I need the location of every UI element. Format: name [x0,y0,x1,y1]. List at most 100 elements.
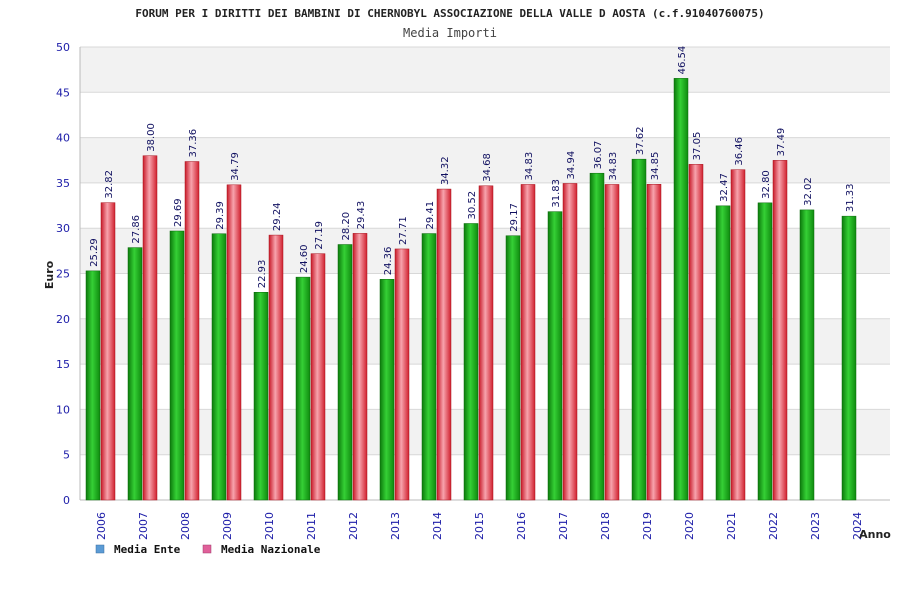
legend-swatch-nazionale [202,544,212,554]
bar-media-nazionale [688,164,704,501]
data-label-ente: 29.41 [425,201,436,230]
bars [85,78,857,501]
bar-media-ente [841,215,857,501]
data-label-nazionale: 36.46 [734,137,745,166]
x-tick-label: 2008 [179,512,192,540]
x-tick-label: 2018 [599,512,612,540]
data-labels: 25.29 32.82 27.86 38.00 29.69 37.36 29.39 34.79… [89,46,856,289]
chart-subtitle: Media Importi [403,26,497,40]
bar-media-nazionale [142,155,158,501]
x-tick-label: 2022 [767,512,780,540]
y-tick-label: 45 [56,86,70,99]
x-tick-label: 2019 [641,512,654,540]
data-label-ente: 32.02 [803,177,814,206]
x-tick-label: 2016 [515,512,528,540]
bar-media-nazionale [604,184,620,501]
x-tick-label: 2010 [263,512,276,540]
data-label-nazionale: 27.19 [314,221,325,250]
bar-media-ente [85,270,101,501]
x-tick-label: 2009 [221,512,234,540]
bar-media-nazionale [394,248,410,501]
data-label-ente: 25.29 [89,238,100,267]
data-label-ente: 27.86 [131,215,142,244]
data-label-nazionale: 34.83 [608,152,619,181]
x-tick-label: 2021 [725,512,738,540]
bar-media-nazionale [352,233,368,501]
data-label-ente: 32.80 [761,170,772,199]
data-label-nazionale: 34.68 [482,153,493,182]
chart-title: FORUM PER I DIRITTI DEI BAMBINI DI CHERN… [135,7,764,20]
bar-media-nazionale [100,202,116,501]
data-label-ente: 29.17 [509,203,520,232]
y-tick-label: 10 [56,403,70,416]
y-tick-label: 5 [63,449,70,462]
x-axis-label: Anno [859,528,891,541]
x-tick-label: 2012 [347,512,360,540]
x-tick-label: 2023 [809,512,822,540]
data-label-nazionale: 34.94 [566,151,577,180]
data-label-ente: 37.62 [635,127,646,156]
x-tick-label: 2020 [683,512,696,540]
data-label-nazionale: 27.71 [398,216,409,245]
data-label-nazionale: 29.24 [272,202,283,231]
data-label-ente: 30.52 [467,191,478,220]
y-tick-label: 25 [56,268,70,281]
data-label-ente: 29.69 [173,198,184,227]
y-tick-label: 35 [56,177,70,190]
y-tick-label: 20 [56,313,70,326]
x-tick-label: 2015 [473,512,486,540]
data-label-ente: 46.54 [677,46,688,75]
y-tick-label: 30 [56,222,70,235]
bar-media-nazionale [310,253,326,501]
grid-band [80,47,890,93]
data-label-nazionale: 34.32 [440,156,451,185]
data-label-ente: 31.83 [551,179,562,208]
x-axis-ticks: 2006 2007 2008 2009 2010 2011 2012 2013 2014 2015… [95,512,864,540]
y-tick-label: 15 [56,358,70,371]
bar-media-nazionale [226,184,242,501]
data-label-nazionale: 38.00 [146,123,157,152]
bar-media-ente [211,233,227,501]
data-label-ente: 28.20 [341,212,352,241]
data-label-nazionale: 34.85 [650,152,661,181]
legend: Media Ente Media Nazionale [95,543,321,556]
bar-media-ente [715,205,731,501]
x-tick-label: 2007 [137,512,150,540]
bar-media-ente [169,230,185,501]
bar-media-nazionale [520,184,536,501]
legend-label-nazionale: Media Nazionale [221,543,321,556]
legend-swatch-ente [95,544,105,554]
data-label-nazionale: 29.43 [356,201,367,230]
data-label-ente: 24.36 [383,247,394,276]
bar-media-ente [127,247,143,501]
bar-media-ente [253,292,269,501]
bar-media-nazionale [184,161,200,501]
legend-label-ente: Media Ente [114,543,181,556]
x-tick-label: 2024 [851,512,864,540]
y-axis-label: Euro [43,260,56,289]
x-tick-label: 2017 [557,512,570,540]
bar-media-ente [631,158,647,501]
bar-media-ente [295,276,311,501]
bar-media-ente [757,202,773,501]
data-label-nazionale: 37.36 [188,129,199,158]
bar-media-ente [589,172,605,501]
bar-media-ente [505,235,521,501]
x-tick-label: 2014 [431,512,444,540]
bar-media-ente [379,279,395,501]
bar-media-nazionale [772,160,788,501]
y-axis-ticks: 0 5 10 15 20 25 30 35 40 45 50 [56,41,70,507]
bar-media-nazionale [268,234,284,501]
y-tick-label: 50 [56,41,70,54]
bar-media-nazionale [646,184,662,501]
bar-media-nazionale [478,185,494,501]
grid-band [80,137,890,183]
bar-media-ente [799,209,815,501]
bar-media-ente [421,233,437,501]
bar-media-ente [337,244,353,501]
data-label-nazionale: 32.82 [104,170,115,199]
y-tick-label: 0 [63,494,70,507]
data-label-nazionale: 34.83 [524,152,535,181]
grid [79,46,890,501]
